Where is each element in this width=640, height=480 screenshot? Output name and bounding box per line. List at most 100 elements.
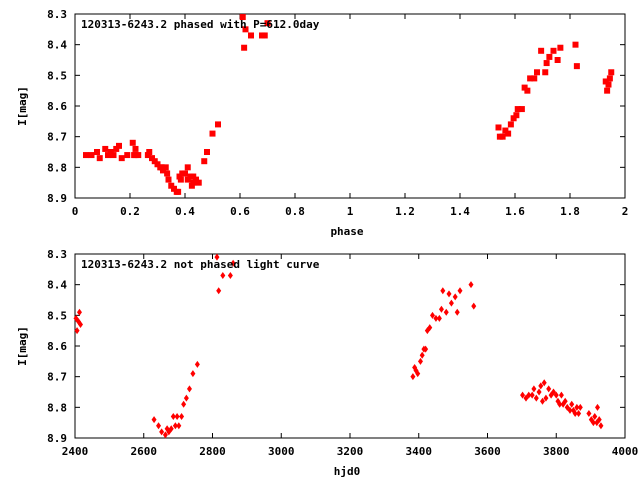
phased-data-point	[538, 47, 545, 54]
unphased-data-point	[436, 314, 442, 322]
phased-data-point	[168, 182, 175, 189]
phased-data-point	[204, 149, 210, 155]
phased-data-point	[107, 149, 114, 155]
phased-data-point	[573, 63, 580, 70]
unphased-x-axis-label: hjd0	[334, 465, 361, 478]
unphased-chart-title: 120313-6243.2 not phased light curve	[81, 258, 320, 271]
phased-data-point	[171, 185, 177, 192]
phased-y-tick-label: 8.7	[47, 131, 67, 144]
phased-y-axis-label: I[mag]	[16, 86, 29, 126]
phased-data-point	[132, 145, 139, 152]
phased-data-point	[510, 115, 517, 122]
unphased-data-point	[443, 308, 449, 316]
unphased-x-tick-label: 3600	[474, 445, 501, 458]
phased-data-point	[129, 139, 136, 146]
phased-data-point	[184, 176, 191, 183]
unphased-data-point	[151, 416, 157, 424]
phased-data-point	[160, 167, 166, 174]
phased-data-point	[505, 130, 512, 137]
phased-data-point	[195, 179, 202, 186]
phased-data-point	[606, 75, 613, 82]
phased-x-tick-label: 0.4	[175, 205, 195, 218]
unphased-data-point	[194, 360, 200, 368]
phased-data-point	[542, 69, 549, 76]
unphased-data-point	[590, 419, 596, 427]
phased-data-point	[102, 145, 109, 152]
unphased-data-point	[181, 400, 187, 408]
unphased-data-point	[172, 422, 178, 430]
phased-points	[83, 14, 615, 195]
unphased-data-point	[183, 394, 189, 402]
unphased-x-tick-label: 3000	[268, 445, 295, 458]
unphased-x-tick-label: 4000	[612, 445, 639, 458]
unphased-data-point	[423, 345, 429, 353]
unphased-data-point	[598, 422, 604, 430]
phased-plot-frame	[74, 13, 626, 199]
unphased-x-tick-label: 2400	[62, 445, 89, 458]
phased-data-point	[165, 176, 172, 183]
unphased-data-point	[76, 308, 82, 316]
phased-data-point	[118, 155, 125, 162]
unphased-data-point	[159, 428, 165, 436]
phased-data-point	[513, 112, 520, 119]
unphased-data-point	[433, 314, 439, 322]
phased-x-tick-label: 0.2	[120, 205, 140, 218]
phased-y-tick-label: 8.9	[47, 192, 67, 205]
unphased-y-ticks: 8.3 8.4 8.5 8.6 8.7 8.8 8.9	[47, 248, 625, 445]
unphased-x-ticks: 2400 2600 2800 3000 3200 3400 3600 3800 4000	[62, 254, 639, 458]
unphased-data-point	[531, 385, 537, 393]
phased-data-point	[242, 26, 249, 33]
phased-y-tick-label: 8.3	[47, 8, 67, 21]
unphased-data-point	[214, 253, 220, 261]
phased-chart-title: 120313-6243.2 phased with P=612.0day	[81, 18, 320, 31]
phased-data-point	[94, 149, 100, 155]
phased-data-point	[209, 130, 216, 137]
phased-data-point	[158, 164, 165, 171]
phased-y-ticks: 8.3 8.4 8.5 8.6 8.7 8.8 8.9	[47, 8, 625, 205]
unphased-x-tick-label: 3800	[543, 445, 570, 458]
phased-data-point	[162, 164, 169, 171]
unphased-plot-frame	[74, 253, 626, 439]
phased-data-point	[144, 152, 151, 159]
phased-data-point	[96, 155, 103, 162]
unphased-data-point	[74, 327, 80, 335]
unphased-data-point	[536, 388, 542, 396]
phased-x-tick-label: 1.8	[560, 205, 580, 218]
unphased-data-point	[446, 290, 452, 298]
phased-x-ticks: 0 0.2 0.4 0.6 0.8 1 1.2 1.4 1.6 1.8 2	[72, 14, 628, 218]
unphased-data-point	[572, 409, 578, 417]
unphased-data-point	[567, 406, 573, 414]
unphased-data-point	[170, 413, 176, 421]
phased-x-tick-label: 1.6	[505, 205, 525, 218]
unphased-data-point	[427, 324, 433, 332]
unphased-x-tick-label: 3400	[406, 445, 433, 458]
unphased-data-point	[569, 400, 575, 408]
unphased-data-point	[440, 287, 446, 295]
unphased-data-point	[562, 397, 568, 405]
phased-x-tick-label: 1	[347, 205, 354, 218]
unphased-data-point	[533, 394, 539, 402]
phased-data-point	[105, 152, 111, 159]
unphased-data-point	[592, 413, 598, 421]
unphased-data-point	[577, 403, 583, 411]
unphased-points	[73, 253, 604, 439]
unphased-x-tick-label: 2800	[199, 445, 226, 458]
phased-data-point	[572, 41, 579, 48]
unphased-data-point	[541, 379, 547, 387]
phased-data-point	[521, 84, 528, 91]
phased-data-point	[507, 121, 514, 128]
phased-data-point	[534, 69, 540, 76]
unphased-y-tick-label: 8.9	[47, 432, 67, 445]
phased-data-point	[241, 44, 248, 51]
unphased-data-point	[574, 403, 580, 411]
unphased-y-tick-label: 8.8	[47, 401, 67, 414]
unphased-data-point	[596, 416, 602, 424]
phased-data-point	[604, 87, 611, 94]
phased-x-axis-label: phase	[330, 225, 363, 238]
unphased-data-point	[452, 293, 458, 301]
phased-data-point	[554, 57, 561, 63]
unphased-data-point	[457, 287, 463, 295]
phased-data-point	[239, 14, 246, 21]
phased-data-point	[190, 179, 197, 186]
unphased-data-point	[417, 357, 423, 365]
